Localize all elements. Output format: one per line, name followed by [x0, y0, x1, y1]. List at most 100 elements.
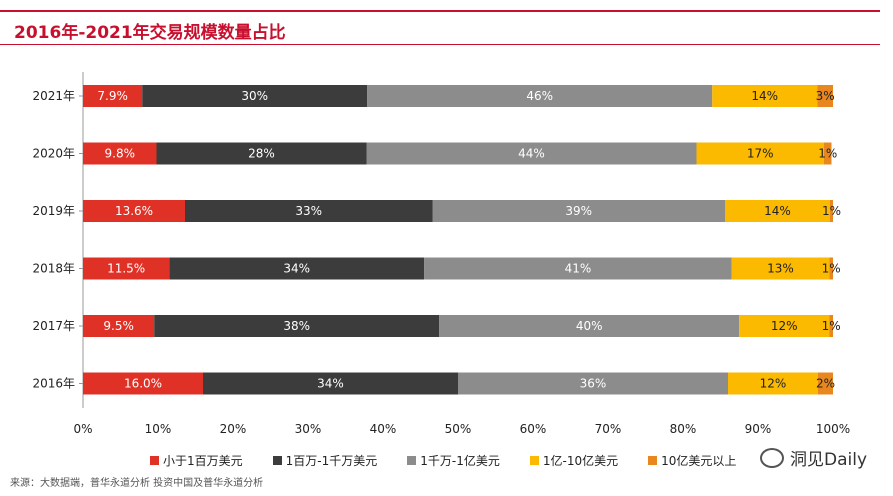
- data-label: 28%: [248, 147, 275, 161]
- legend-label: 小于1百万美元: [163, 454, 243, 468]
- page-title: 2016年-2021年交易规模数量占比: [14, 23, 286, 43]
- data-label: 40%: [576, 319, 603, 333]
- legend-item: 小于1百万美元: [150, 452, 243, 469]
- bar-segment: [154, 315, 440, 337]
- header-rule-top: [0, 10, 880, 12]
- bar-segment: [169, 257, 425, 280]
- bar-segment: [739, 315, 830, 337]
- bar-segment: [83, 200, 185, 222]
- bar-segment: [156, 142, 367, 165]
- data-label: 3%: [816, 89, 835, 103]
- bar-segment: [142, 85, 368, 107]
- legend-item: 1百万-1千万美元: [272, 452, 378, 469]
- data-label: 41%: [565, 262, 592, 276]
- y-category-label: 2017年: [32, 319, 75, 333]
- bar-segment: [458, 372, 728, 395]
- legend-item: 1亿-10亿美元: [529, 452, 619, 469]
- data-label: 12%: [771, 319, 798, 333]
- legend-swatch: [648, 456, 658, 465]
- bar-segment: [185, 200, 433, 222]
- bar-segment: [432, 200, 725, 222]
- bar-segment: [830, 200, 833, 222]
- data-label: 33%: [295, 204, 322, 218]
- wechat-icon: [759, 447, 784, 468]
- data-label: 16.0%: [124, 377, 162, 391]
- data-label: 13.6%: [115, 204, 153, 218]
- y-category-label: 2018年: [32, 262, 75, 276]
- x-tick-label: 10%: [145, 422, 172, 436]
- data-label: 13%: [767, 262, 794, 276]
- y-category-label: 2016年: [32, 377, 75, 391]
- y-category-label: 2019年: [32, 204, 75, 218]
- legend-label: 1千万-1亿美元: [420, 454, 500, 468]
- x-tick-label: 70%: [595, 422, 622, 436]
- bar-segment: [367, 85, 713, 107]
- bar-segment: [83, 85, 143, 107]
- legend-swatch: [529, 456, 539, 465]
- data-label: 44%: [518, 147, 545, 161]
- data-label: 11.5%: [107, 262, 145, 276]
- data-label: 1%: [818, 147, 837, 161]
- bar-segment: [83, 372, 203, 395]
- x-tick-label: 80%: [670, 422, 697, 436]
- data-label: 2%: [816, 377, 835, 391]
- data-label: 38%: [283, 319, 310, 333]
- legend-swatch: [272, 456, 282, 465]
- data-label: 17%: [747, 147, 774, 161]
- legend-label: 10亿美元以上: [661, 454, 737, 468]
- data-label: 34%: [283, 262, 310, 276]
- legend-item: 10亿美元以上: [648, 452, 736, 469]
- x-tick-label: 90%: [745, 422, 772, 436]
- bar-segment: [203, 372, 458, 395]
- brand-watermark: 洞见Daily: [759, 445, 867, 470]
- bar-segment: [712, 85, 818, 107]
- bar-segment: [817, 85, 833, 107]
- legend-swatch: [407, 456, 417, 465]
- source-note: 来源：大数据端，普华永道分析 投资中国及普华永道分析: [10, 478, 264, 489]
- x-tick-label: 50%: [445, 422, 472, 436]
- x-tick-label: 40%: [370, 422, 397, 436]
- data-label: 12%: [760, 377, 787, 391]
- legend-label: 1百万-1千万美元: [285, 454, 378, 468]
- header-rule-bottom: [0, 44, 880, 45]
- y-category-label: 2020年: [32, 147, 75, 161]
- bar-segment: [366, 142, 697, 165]
- bar-segment: [696, 142, 824, 165]
- x-tick-label: 100%: [816, 422, 850, 436]
- bar-segment: [829, 257, 833, 280]
- data-label: 34%: [317, 377, 344, 391]
- data-label: 9.5%: [103, 319, 134, 333]
- data-label: 1%: [822, 204, 841, 218]
- bar-segment: [824, 142, 832, 165]
- bar-segment: [725, 200, 830, 222]
- data-label: 7.9%: [97, 89, 128, 103]
- data-label: 14%: [764, 204, 791, 218]
- bar-segment: [83, 142, 157, 165]
- x-tick-label: 30%: [295, 422, 322, 436]
- data-label: 14%: [751, 89, 778, 103]
- bar-segment: [818, 372, 833, 395]
- bar-segment: [424, 257, 732, 280]
- data-label: 9.8%: [105, 147, 136, 161]
- bar-segment: [83, 315, 155, 337]
- data-label: 30%: [241, 89, 268, 103]
- data-label: 1%: [822, 262, 841, 276]
- legend-swatch: [150, 456, 159, 465]
- data-label: 39%: [565, 204, 592, 218]
- y-category-label: 2021年: [32, 89, 75, 103]
- bar-segment: [439, 315, 740, 337]
- legend-item: 1千万-1亿美元: [407, 452, 500, 469]
- brand-name: 洞见Daily: [789, 450, 867, 470]
- bar-segment: [829, 315, 833, 337]
- x-tick-label: 0%: [73, 422, 92, 436]
- data-label: 1%: [822, 319, 841, 333]
- x-tick-label: 60%: [520, 422, 547, 436]
- bar-segment: [83, 257, 170, 280]
- data-label: 46%: [526, 89, 553, 103]
- bar-segment: [728, 372, 818, 395]
- chart-legend: 小于1百万美元 1百万-1千万美元 1千万-1亿美元 1亿-10亿美元 10亿美元以上: [150, 452, 736, 469]
- bar-segment: [731, 257, 830, 280]
- legend-label: 1亿-10亿美元: [542, 454, 619, 468]
- data-label: 36%: [580, 377, 607, 391]
